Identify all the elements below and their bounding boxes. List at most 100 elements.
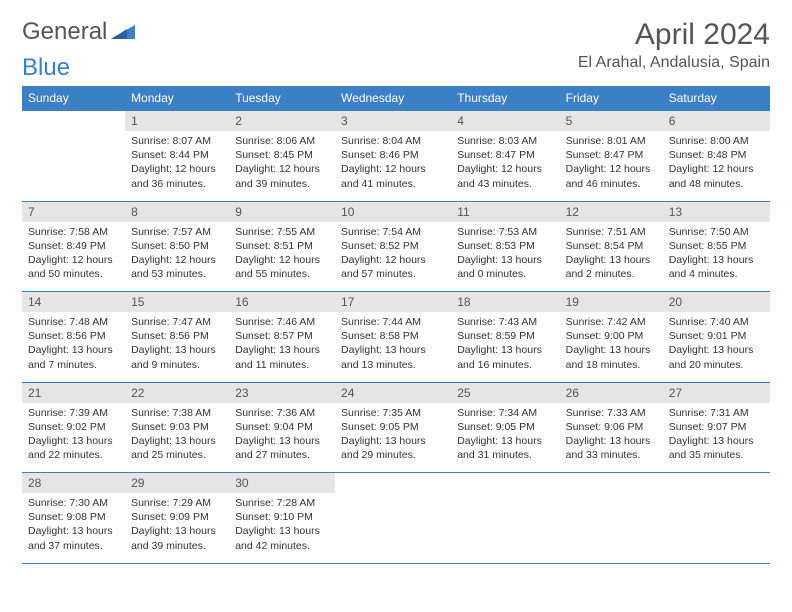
day-details-cell: Sunrise: 7:48 AMSunset: 8:56 PMDaylight:… [22, 312, 125, 382]
day-details: Sunrise: 7:28 AMSunset: 9:10 PMDaylight:… [229, 493, 335, 559]
sunrise-text: Sunrise: 8:00 AM [669, 134, 764, 148]
sunrise-text: Sunrise: 7:44 AM [341, 315, 445, 329]
day-details-cell: Sunrise: 8:06 AMSunset: 8:45 PMDaylight:… [229, 131, 335, 201]
sunset-text: Sunset: 8:54 PM [566, 239, 657, 253]
day-details-cell: Sunrise: 7:46 AMSunset: 8:57 PMDaylight:… [229, 312, 335, 382]
day-header-saturday: Saturday [663, 86, 770, 111]
brand-part2: Blue [22, 54, 770, 82]
month-title: April 2024 [578, 18, 770, 52]
day-details: Sunrise: 7:31 AMSunset: 9:07 PMDaylight:… [663, 403, 770, 469]
sunset-text: Sunset: 9:10 PM [235, 510, 329, 524]
day-number-cell: 8 [125, 201, 229, 222]
daylight-text: Daylight: 13 hours and 31 minutes. [457, 434, 553, 462]
sunrise-text: Sunrise: 7:46 AM [235, 315, 329, 329]
daylight-text: Daylight: 12 hours and 46 minutes. [566, 162, 657, 190]
daylight-text: Daylight: 13 hours and 33 minutes. [566, 434, 657, 462]
day-number-cell [451, 473, 559, 494]
day-details: Sunrise: 8:00 AMSunset: 8:48 PMDaylight:… [663, 131, 770, 197]
day-details: Sunrise: 7:53 AMSunset: 8:53 PMDaylight:… [451, 222, 559, 288]
day-number-cell: 15 [125, 292, 229, 313]
day-details: Sunrise: 7:47 AMSunset: 8:56 PMDaylight:… [125, 312, 229, 378]
day-details: Sunrise: 7:34 AMSunset: 9:05 PMDaylight:… [451, 403, 559, 469]
day-details: Sunrise: 8:06 AMSunset: 8:45 PMDaylight:… [229, 131, 335, 197]
daylight-text: Daylight: 13 hours and 20 minutes. [669, 343, 764, 371]
sunset-text: Sunset: 9:05 PM [457, 420, 553, 434]
sunrise-text: Sunrise: 8:01 AM [566, 134, 657, 148]
day-number-cell: 26 [560, 382, 663, 403]
day-details: Sunrise: 7:44 AMSunset: 8:58 PMDaylight:… [335, 312, 451, 378]
day-details: Sunrise: 7:35 AMSunset: 9:05 PMDaylight:… [335, 403, 451, 469]
details-row: Sunrise: 7:48 AMSunset: 8:56 PMDaylight:… [22, 312, 770, 382]
day-number-cell: 12 [560, 201, 663, 222]
bottom-border [22, 563, 770, 564]
sunset-text: Sunset: 8:45 PM [235, 148, 329, 162]
day-number-cell: 13 [663, 201, 770, 222]
daylight-text: Daylight: 12 hours and 50 minutes. [28, 253, 119, 281]
sunrise-text: Sunrise: 7:48 AM [28, 315, 119, 329]
day-details-cell: Sunrise: 7:28 AMSunset: 9:10 PMDaylight:… [229, 493, 335, 563]
sunset-text: Sunset: 8:44 PM [131, 148, 223, 162]
day-details: Sunrise: 7:51 AMSunset: 8:54 PMDaylight:… [560, 222, 663, 288]
sunrise-text: Sunrise: 7:38 AM [131, 406, 223, 420]
day-details-cell: Sunrise: 7:35 AMSunset: 9:05 PMDaylight:… [335, 403, 451, 473]
sunrise-text: Sunrise: 7:35 AM [341, 406, 445, 420]
day-number-cell: 30 [229, 473, 335, 494]
day-details-cell: Sunrise: 7:43 AMSunset: 8:59 PMDaylight:… [451, 312, 559, 382]
day-details-cell: Sunrise: 7:55 AMSunset: 8:51 PMDaylight:… [229, 222, 335, 292]
sunrise-text: Sunrise: 7:43 AM [457, 315, 553, 329]
day-header-friday: Friday [560, 86, 663, 111]
daylight-text: Daylight: 12 hours and 36 minutes. [131, 162, 223, 190]
daylight-text: Daylight: 13 hours and 11 minutes. [235, 343, 329, 371]
day-number-cell: 3 [335, 111, 451, 132]
sunrise-text: Sunrise: 7:34 AM [457, 406, 553, 420]
day-details: Sunrise: 7:48 AMSunset: 8:56 PMDaylight:… [22, 312, 125, 378]
daylight-text: Daylight: 12 hours and 48 minutes. [669, 162, 764, 190]
sunset-text: Sunset: 8:51 PM [235, 239, 329, 253]
day-number-cell: 1 [125, 111, 229, 132]
sunset-text: Sunset: 9:05 PM [341, 420, 445, 434]
sunset-text: Sunset: 8:50 PM [131, 239, 223, 253]
daylight-text: Daylight: 13 hours and 2 minutes. [566, 253, 657, 281]
day-number-cell: 29 [125, 473, 229, 494]
sunrise-text: Sunrise: 7:42 AM [566, 315, 657, 329]
daylight-text: Daylight: 13 hours and 4 minutes. [669, 253, 764, 281]
day-number-cell: 6 [663, 111, 770, 132]
day-details: Sunrise: 7:30 AMSunset: 9:08 PMDaylight:… [22, 493, 125, 559]
day-details-cell: Sunrise: 7:44 AMSunset: 8:58 PMDaylight:… [335, 312, 451, 382]
daylight-text: Daylight: 13 hours and 18 minutes. [566, 343, 657, 371]
day-number-cell: 25 [451, 382, 559, 403]
daynum-row: 282930 [22, 473, 770, 494]
day-details: Sunrise: 7:50 AMSunset: 8:55 PMDaylight:… [663, 222, 770, 288]
daylight-text: Daylight: 12 hours and 39 minutes. [235, 162, 329, 190]
daylight-text: Daylight: 13 hours and 0 minutes. [457, 253, 553, 281]
sunrise-text: Sunrise: 7:55 AM [235, 225, 329, 239]
daylight-text: Daylight: 13 hours and 9 minutes. [131, 343, 223, 371]
daynum-row: 78910111213 [22, 201, 770, 222]
day-details-cell: Sunrise: 7:34 AMSunset: 9:05 PMDaylight:… [451, 403, 559, 473]
daynum-row: 21222324252627 [22, 382, 770, 403]
sunrise-text: Sunrise: 7:50 AM [669, 225, 764, 239]
sunset-text: Sunset: 9:09 PM [131, 510, 223, 524]
daylight-text: Daylight: 12 hours and 55 minutes. [235, 253, 329, 281]
day-details-cell: Sunrise: 7:42 AMSunset: 9:00 PMDaylight:… [560, 312, 663, 382]
details-row: Sunrise: 7:30 AMSunset: 9:08 PMDaylight:… [22, 493, 770, 563]
sunrise-text: Sunrise: 7:33 AM [566, 406, 657, 420]
sunrise-text: Sunrise: 8:04 AM [341, 134, 445, 148]
sunrise-text: Sunrise: 7:39 AM [28, 406, 119, 420]
day-details: Sunrise: 7:57 AMSunset: 8:50 PMDaylight:… [125, 222, 229, 288]
day-details-cell: Sunrise: 7:33 AMSunset: 9:06 PMDaylight:… [560, 403, 663, 473]
sunset-text: Sunset: 8:52 PM [341, 239, 445, 253]
sunrise-text: Sunrise: 7:31 AM [669, 406, 764, 420]
day-details-cell: Sunrise: 7:58 AMSunset: 8:49 PMDaylight:… [22, 222, 125, 292]
day-number-cell [560, 473, 663, 494]
sunrise-text: Sunrise: 8:06 AM [235, 134, 329, 148]
day-number-cell: 24 [335, 382, 451, 403]
daylight-text: Daylight: 13 hours and 16 minutes. [457, 343, 553, 371]
daylight-text: Daylight: 12 hours and 53 minutes. [131, 253, 223, 281]
brand-part1: General [22, 18, 107, 46]
day-details: Sunrise: 8:04 AMSunset: 8:46 PMDaylight:… [335, 131, 451, 197]
sunset-text: Sunset: 8:57 PM [235, 329, 329, 343]
sunset-text: Sunset: 8:56 PM [131, 329, 223, 343]
day-number-cell: 9 [229, 201, 335, 222]
sunset-text: Sunset: 8:58 PM [341, 329, 445, 343]
